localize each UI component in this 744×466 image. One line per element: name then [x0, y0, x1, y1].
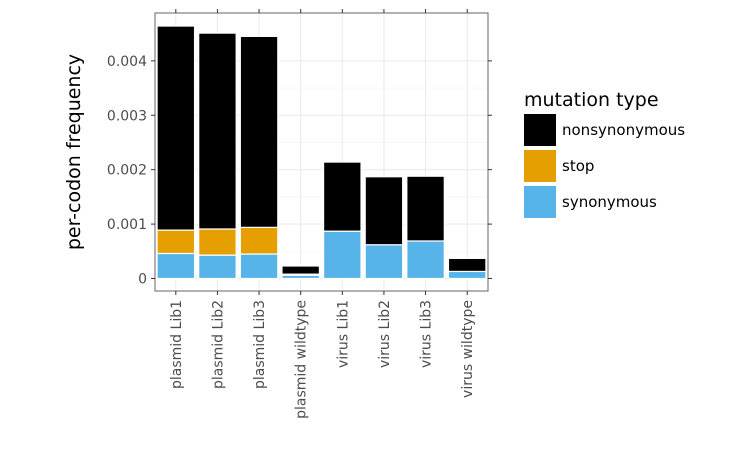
plot-frame: [154, 12, 489, 292]
y-tick-label: 0: [138, 272, 147, 288]
bars: [156, 25, 487, 280]
x-tick-label: plasmid Lib1: [169, 300, 185, 389]
y-tick-label: 0.004: [107, 54, 147, 70]
y-tick-label: 0.001: [107, 217, 147, 233]
bar-segment-synonymous: [239, 253, 279, 280]
x-tick-label: plasmid Lib3: [252, 300, 268, 389]
y-tick-label: 0.002: [107, 163, 147, 179]
legend-label-synonymous: synonymous: [562, 193, 657, 211]
bar-segment-stop: [239, 226, 279, 255]
legend-swatch-synonymous: [524, 186, 556, 218]
bar-segment-nonsynonymous: [239, 35, 279, 228]
x-tick-label: virus Lib1: [335, 300, 351, 368]
bar-segment-nonsynonymous: [156, 25, 196, 231]
y-axis-title: per-codon frequency: [63, 54, 85, 250]
bar-segment-stop: [198, 228, 237, 256]
x-tick-label: plasmid wildtype: [294, 300, 310, 419]
legend-items: nonsynonymous stop synonymous: [524, 114, 685, 218]
legend-swatch-nonsynonymous: [524, 114, 556, 146]
bar-segment-synonymous: [406, 240, 445, 280]
x-tick-label: plasmid Lib2: [210, 300, 226, 389]
bar-segment-nonsynonymous: [364, 176, 404, 246]
legend: mutation type nonsynonymous stop synonymou…: [524, 89, 685, 218]
bar-segment-synonymous: [198, 254, 237, 280]
x-tick-label: virus wildtype: [460, 300, 476, 398]
x-tick-label: virus Lib3: [419, 300, 435, 368]
bar-segment-nonsynonymous: [322, 161, 362, 232]
legend-label-stop: stop: [562, 157, 594, 175]
bar-segment-synonymous: [364, 244, 404, 280]
x-tick-label: virus Lib2: [377, 300, 393, 368]
bar-segment-synonymous: [322, 230, 362, 280]
bar-segment-synonymous: [447, 270, 487, 280]
bar-segment-nonsynonymous: [406, 175, 445, 242]
bar-segment-synonymous: [156, 252, 196, 280]
x-axis: plasmid Lib1 plasmid Lib2 plasmid Lib3 plas…: [169, 9, 476, 419]
legend-swatch-stop: [524, 150, 556, 182]
y-tick-label: 0.003: [107, 108, 147, 124]
y-axis: 0 0.001 0.002 0.003 0.004: [107, 54, 492, 288]
legend-title: mutation type: [524, 89, 659, 111]
bar-segment-nonsynonymous: [198, 32, 237, 230]
bar-segment-nonsynonymous: [447, 257, 487, 273]
bar-segment-nonsynonymous: [281, 265, 321, 275]
legend-label-nonsynonymous: nonsynonymous: [562, 121, 685, 139]
bar-segment-stop: [156, 229, 196, 255]
